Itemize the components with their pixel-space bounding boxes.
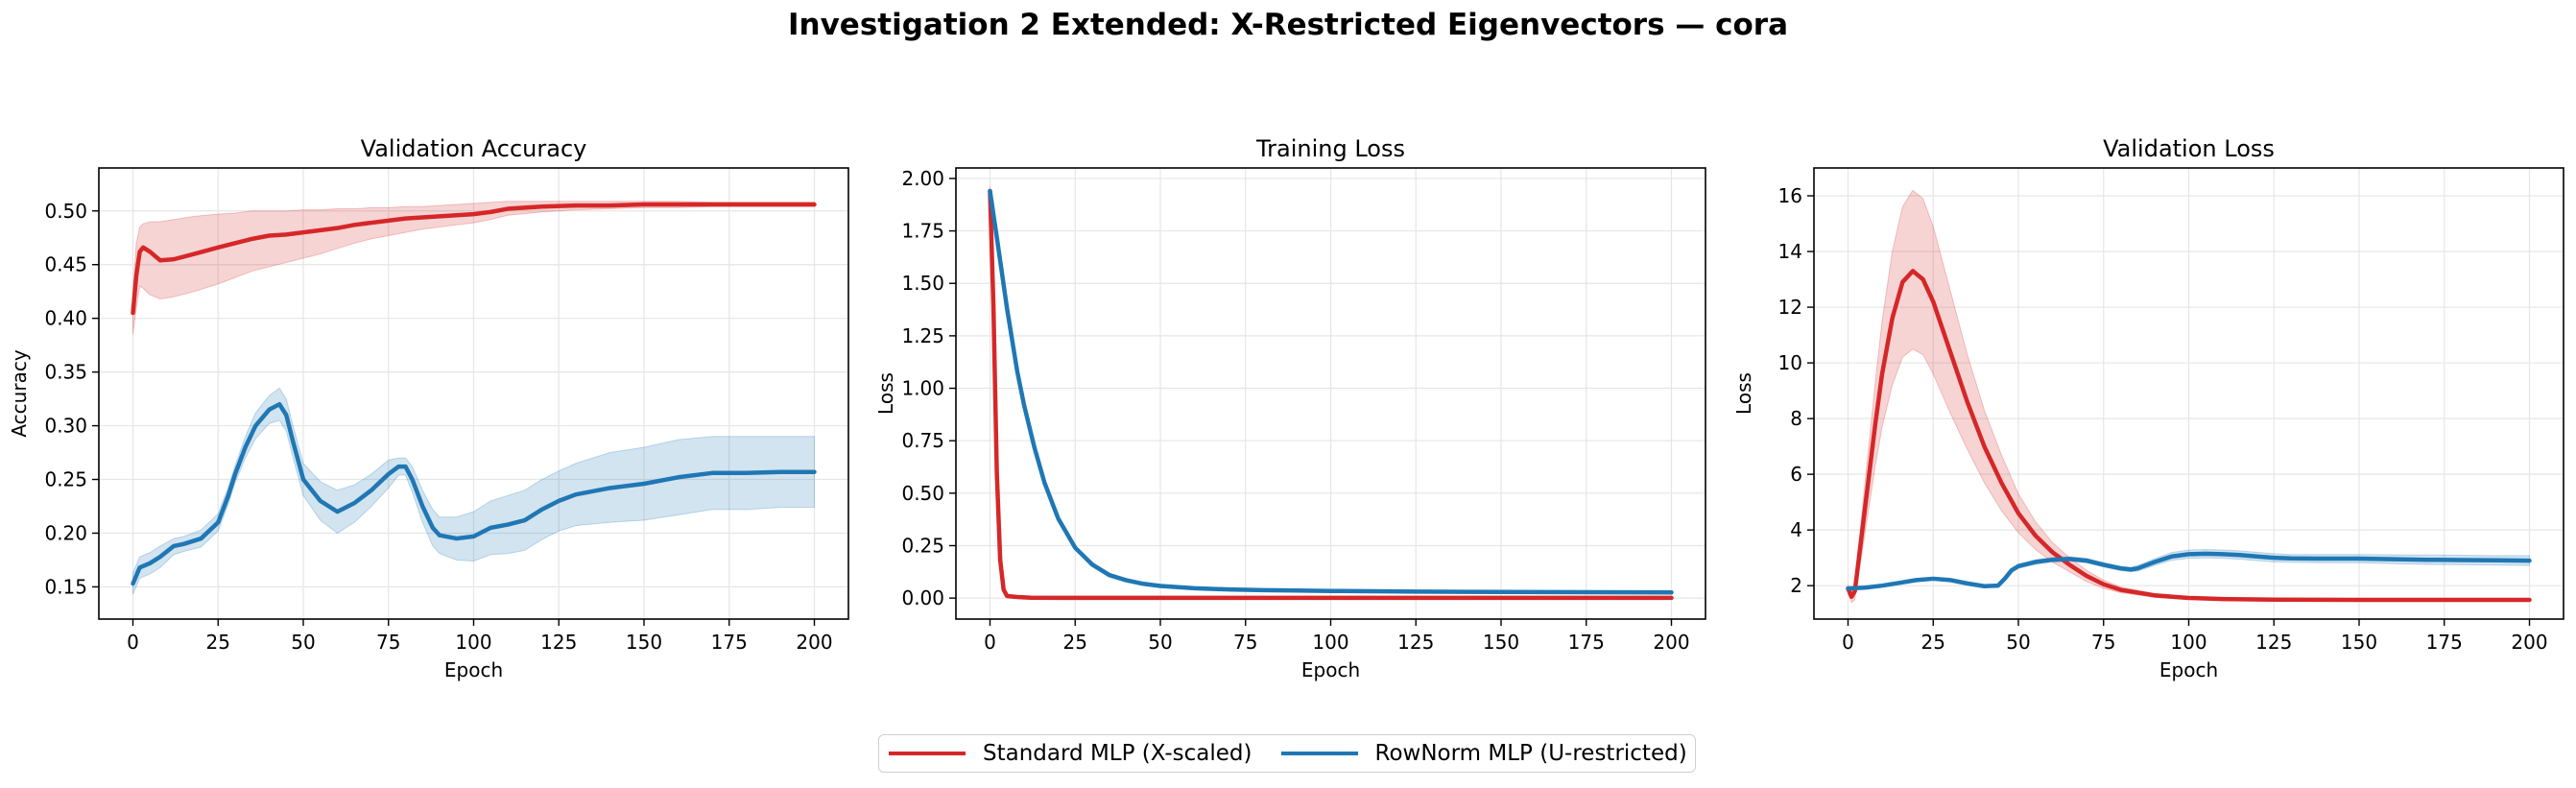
series-line-standard xyxy=(1846,269,2532,603)
x-tick-label: 50 xyxy=(291,631,315,654)
x-tick-label: 100 xyxy=(1312,631,1348,654)
legend-swatch-rownorm xyxy=(1280,752,1358,755)
x-axis-label: Epoch xyxy=(2159,658,2218,681)
x-tick-label: 50 xyxy=(1148,631,1172,654)
chart-panel-2: 0 25 50 75 100 125 150 175 200 0.00 0.25 0.50 0.75 1.… xyxy=(874,135,1706,681)
y-tick-label: 0.45 xyxy=(44,253,87,276)
x-tick-label: 175 xyxy=(2426,631,2463,654)
y-axis-label: Loss xyxy=(874,372,897,415)
series-line-rownorm xyxy=(988,188,1674,595)
x-tick-label: 200 xyxy=(2511,631,2547,654)
y-tick-label: 2 xyxy=(1790,574,1802,597)
legend-label-standard: Standard MLP (X-scaled) xyxy=(983,741,1252,766)
y-tick-label: 0.15 xyxy=(44,575,87,598)
legend-item-standard: Standard MLP (X-scaled) xyxy=(889,741,1252,766)
confidence-band-rownorm xyxy=(132,387,815,595)
legend-label-rownorm: RowNorm MLP (U-restricted) xyxy=(1374,741,1687,766)
y-tick-label: 16 xyxy=(1778,184,1802,207)
legend-item-rownorm: RowNorm MLP (U-restricted) xyxy=(1280,741,1687,766)
x-tick-label: 150 xyxy=(2341,631,2377,654)
series-line-standard xyxy=(131,202,817,316)
x-tick-label: 150 xyxy=(626,631,662,654)
x-tick-label: 0 xyxy=(984,631,996,654)
x-tick-label: 100 xyxy=(2170,631,2206,654)
y-tick-label: 2.00 xyxy=(901,167,944,190)
x-tick-label: 75 xyxy=(376,631,400,654)
y-tick-label: 0.25 xyxy=(901,534,944,557)
y-tick-label: 1.00 xyxy=(901,377,944,400)
x-tick-label: 175 xyxy=(711,631,748,654)
x-tick-label: 75 xyxy=(1233,631,1257,654)
y-tick-label: 0.20 xyxy=(44,521,87,544)
y-tick-label: 0.50 xyxy=(44,200,87,223)
y-tick-label: 1.50 xyxy=(901,272,944,295)
y-tick-label: 6 xyxy=(1790,463,1802,486)
y-tick-label: 14 xyxy=(1778,240,1802,263)
y-tick-label: 10 xyxy=(1778,351,1802,374)
legend: Standard MLP (X-scaled) RowNorm MLP (U-r… xyxy=(878,734,1696,773)
x-tick-label: 75 xyxy=(2091,631,2115,654)
chart-title: Training Loss xyxy=(1255,135,1405,162)
y-tick-label: 0.25 xyxy=(44,468,87,491)
x-tick-label: 125 xyxy=(2255,631,2292,654)
x-tick-label: 125 xyxy=(1397,631,1434,654)
x-tick-label: 25 xyxy=(1063,631,1087,654)
x-tick-label: 150 xyxy=(1483,631,1519,654)
y-tick-label: 8 xyxy=(1790,407,1802,430)
y-tick-label: 1.25 xyxy=(901,324,944,347)
chart-title: Validation Accuracy xyxy=(361,135,587,162)
x-tick-label: 50 xyxy=(2006,631,2030,654)
y-tick-label: 0.50 xyxy=(901,482,944,505)
chart-title: Validation Loss xyxy=(2103,135,2275,162)
x-tick-label: 200 xyxy=(796,631,832,654)
y-axis-label: Loss xyxy=(1732,372,1755,415)
y-tick-label: 0.40 xyxy=(44,307,87,330)
chart-panel-1: 0 25 50 75 100 125 150 175 200 0.15 0.20 0.25 0.30 0.… xyxy=(8,135,849,681)
x-tick-label: 100 xyxy=(455,631,491,654)
x-tick-label: 0 xyxy=(1842,631,1854,654)
chart-panel-3: 0 25 50 75 100 125 150 175 200 2 4 6 8 10 12 14 16 Valida… xyxy=(1732,135,2564,681)
y-tick-label: 0.35 xyxy=(44,361,87,384)
x-axis-label: Epoch xyxy=(1301,658,1360,681)
figure-suptitle: Investigation 2 Extended: X-Restricted E… xyxy=(787,8,1789,42)
y-tick-label: 0.30 xyxy=(44,415,87,438)
series-line-rownorm xyxy=(1846,551,2532,591)
y-tick-label: 12 xyxy=(1778,296,1802,319)
y-axis-label: Accuracy xyxy=(8,349,31,437)
x-tick-label: 25 xyxy=(206,631,230,654)
x-axis-label: Epoch xyxy=(444,658,503,681)
x-tick-label: 25 xyxy=(1921,631,1945,654)
x-tick-label: 0 xyxy=(127,631,139,654)
x-tick-label: 200 xyxy=(1653,631,1689,654)
y-tick-label: 1.75 xyxy=(901,220,944,243)
legend-swatch-standard xyxy=(889,752,966,755)
x-tick-label: 175 xyxy=(1568,631,1605,654)
series-line-rownorm xyxy=(131,401,817,586)
y-tick-label: 4 xyxy=(1790,518,1802,541)
y-tick-label: 0.00 xyxy=(901,586,944,609)
y-tick-label: 0.75 xyxy=(901,429,944,452)
series-line-standard xyxy=(988,188,1674,601)
x-tick-label: 125 xyxy=(540,631,577,654)
